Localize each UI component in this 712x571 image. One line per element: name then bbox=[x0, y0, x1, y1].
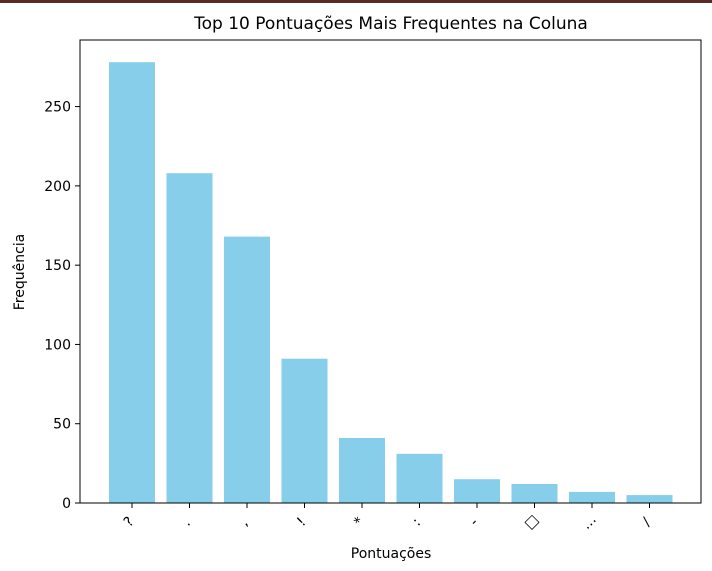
x-tick-label-7: □ bbox=[521, 512, 542, 533]
y-axis-label: Frequência bbox=[12, 234, 28, 311]
bar-7 bbox=[511, 483, 558, 503]
x-tick-label-8: … bbox=[579, 512, 600, 533]
bar-0 bbox=[109, 62, 155, 503]
bar-2 bbox=[224, 236, 270, 503]
x-axis-label: Pontuações bbox=[351, 546, 432, 562]
y-tick-label-5: 250 bbox=[44, 100, 71, 116]
x-tick-label-3: ! bbox=[294, 515, 309, 530]
bar-8 bbox=[569, 491, 615, 503]
bar-4 bbox=[339, 437, 385, 503]
y-axis-ticks: 0 50 100 150 200 250 bbox=[44, 100, 80, 512]
y-tick-label-2: 100 bbox=[44, 337, 71, 353]
chart-title: Top 10 Pontuações Mais Frequentes na Col… bbox=[193, 14, 588, 34]
bar-5 bbox=[396, 453, 443, 503]
bars-group bbox=[109, 62, 673, 504]
x-tick-label-5: : bbox=[409, 515, 424, 530]
y-tick-label-4: 200 bbox=[44, 179, 71, 195]
window-top-border bbox=[0, 0, 712, 3]
bar-9 bbox=[626, 495, 673, 503]
x-tick-label-4: * bbox=[351, 514, 367, 530]
y-tick-label-1: 50 bbox=[53, 417, 71, 433]
x-axis-ticks: ?.,! *: - □ … / bbox=[121, 503, 654, 533]
plot-frame bbox=[79, 39, 702, 504]
x-tick-label-6: - bbox=[467, 515, 482, 530]
bar-3 bbox=[281, 358, 328, 503]
x-tick-label-1: . bbox=[179, 515, 193, 529]
x-tick-label-9: / bbox=[639, 515, 654, 530]
x-tick-label-2: , bbox=[237, 515, 251, 529]
y-tick-label-3: 150 bbox=[44, 258, 71, 274]
x-tick-label-0: ? bbox=[121, 514, 138, 531]
bar-1 bbox=[166, 173, 213, 504]
y-tick-label-0: 0 bbox=[62, 496, 71, 512]
bar-6 bbox=[454, 479, 500, 503]
